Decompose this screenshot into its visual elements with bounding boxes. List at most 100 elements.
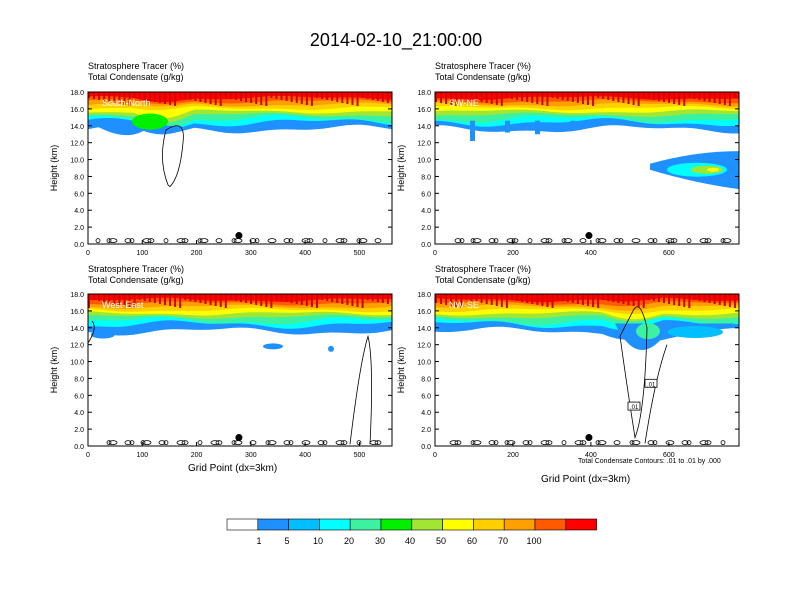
condensate-contour — [574, 440, 584, 446]
tracer-spike — [617, 294, 620, 303]
tracer-spike — [556, 92, 559, 99]
panel-3-field — [88, 294, 392, 446]
condensate-contour — [579, 238, 587, 244]
tracer-spike — [450, 92, 453, 105]
condensate-contour — [686, 440, 692, 446]
y-tick-label: 10.0 — [70, 360, 84, 367]
tracer-spike — [571, 92, 574, 102]
condensate-contour — [322, 238, 328, 244]
condensate-contour — [563, 238, 573, 244]
condensate-contour — [506, 440, 516, 446]
tracer-spike — [733, 92, 736, 98]
condensate-contour — [349, 334, 372, 445]
condensate-contour — [158, 440, 166, 446]
condensate-contour — [142, 440, 152, 446]
panel-1: 0.0 2.0 4.0 6.0 8.0 10.0 12.0 14.0 16.0 18.0 0 100 2… — [49, 90, 393, 257]
tracer-spike — [346, 92, 349, 104]
tracer-blob — [328, 345, 334, 352]
condensate-contour — [470, 440, 476, 446]
panel-label: SW-NE — [449, 98, 479, 108]
condensate-contour — [686, 238, 692, 244]
panel-1-field — [88, 92, 392, 244]
tracer-spike — [214, 294, 217, 306]
condensate-contour — [665, 238, 675, 244]
condensate-contour — [488, 440, 496, 446]
tracer-spike — [602, 294, 605, 300]
y-tick-label: 0.0 — [74, 242, 84, 249]
tracer-spike — [632, 294, 635, 306]
tracer-spike — [546, 92, 549, 106]
tracer-spike — [255, 92, 258, 104]
tracer-spike — [153, 294, 156, 303]
tracer-spike — [657, 92, 660, 101]
panel4-title-line2: Total Condensate (g/kg) — [435, 275, 531, 285]
tracer-spike — [526, 92, 529, 102]
colorbar-label-1: 1 — [256, 536, 262, 546]
condensate-contour — [369, 440, 379, 446]
condensate-contour — [283, 440, 291, 446]
tracer-spike — [485, 294, 488, 304]
condensate-contour — [597, 238, 607, 244]
y-tick-label: 16.0 — [417, 107, 431, 114]
condensate-contour — [197, 440, 203, 446]
condensate-contour — [472, 238, 482, 244]
condensate-contour — [670, 238, 678, 244]
tracer-spike — [285, 294, 288, 302]
tracer-spike — [500, 92, 503, 106]
y-tick-label: 8.0 — [421, 174, 431, 181]
x-tick-label: 400 — [585, 250, 597, 257]
tracer-spike — [495, 92, 498, 105]
tracer-blob — [535, 120, 540, 135]
tracer-spike — [516, 92, 519, 100]
y-tick-label: 2.0 — [421, 427, 431, 434]
condensate-contour — [340, 238, 348, 244]
tracer-spike — [310, 294, 313, 307]
tracer-spike — [158, 294, 161, 304]
tracer-spike — [219, 294, 222, 307]
panel-frame — [87, 91, 393, 245]
tracer-spike — [637, 294, 640, 307]
colorbar-label-10: 10 — [312, 536, 323, 546]
condensate-contour — [511, 238, 519, 244]
tracer-spike — [128, 92, 131, 106]
condensate-contour — [163, 238, 169, 244]
tracer-spike — [305, 92, 308, 105]
tracer-spike — [445, 294, 448, 305]
tracer-blob — [93, 120, 183, 136]
condensate-contour — [631, 238, 641, 244]
contour-label-box — [627, 401, 641, 411]
tracer-spike — [536, 294, 539, 305]
condensate-contour — [147, 238, 155, 244]
colorbar-label-70: 70 — [497, 536, 508, 546]
tracer-spike — [98, 294, 101, 301]
y-tick-label: 10.0 — [417, 158, 431, 165]
tracer-blob — [263, 343, 283, 350]
tracer-spike — [723, 92, 726, 105]
tracer-spike — [194, 92, 197, 101]
condensate-contour — [124, 440, 132, 446]
tracer-spike — [275, 294, 278, 300]
x-tick-label: 0 — [433, 452, 437, 459]
condensate-contour — [108, 238, 118, 244]
colorbar — [226, 518, 597, 531]
tracer-spike — [199, 294, 202, 303]
tracer-spike — [336, 92, 339, 102]
condensate-contour — [704, 440, 712, 446]
tracer-spike — [93, 92, 96, 99]
tracer-spike — [597, 92, 600, 98]
tracer-spike — [475, 294, 478, 302]
tracer-spike — [123, 294, 126, 306]
x-tick-label: 200 — [191, 452, 203, 459]
tracer-spike — [310, 92, 313, 106]
contour-label: .01 — [647, 382, 656, 388]
y-axis-label: Height (km) — [49, 145, 59, 192]
panel-2: 0.0 2.0 4.0 6.0 8.0 10.0 12.0 14.0 16.0 18.0 0 200 4… — [396, 90, 740, 257]
condensate-contour — [129, 238, 135, 244]
panel-4-contours — [449, 306, 726, 446]
tracer-spike — [316, 294, 318, 308]
tracer-spike — [386, 92, 389, 103]
colorbar-swatch — [473, 518, 505, 531]
condensate-contour — [618, 238, 624, 244]
condensate-contour — [306, 238, 314, 244]
panel-1-contours — [95, 125, 382, 244]
